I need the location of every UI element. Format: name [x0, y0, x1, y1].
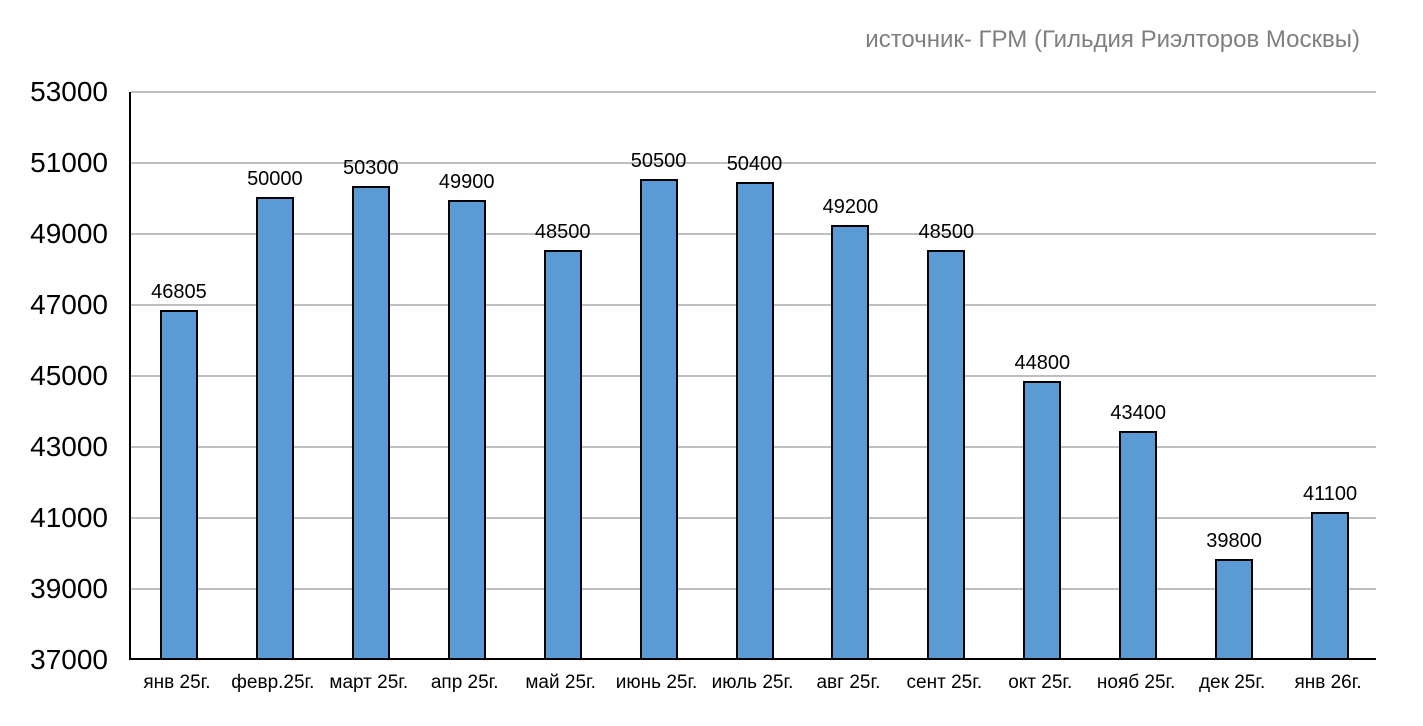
plot-area: 46805 50000 50300 49900 48500 50500 50400 49200…: [129, 91, 1376, 660]
bar: [735, 182, 774, 658]
gridline: [131, 91, 1376, 93]
x-tick-label: нояб 25г.: [1096, 672, 1176, 693]
bar: [255, 196, 294, 658]
bar-value-label: 50500: [630, 149, 687, 172]
bar-value-label: 46805: [151, 280, 207, 303]
x-tick-label: янв 26г.: [1294, 672, 1362, 693]
bar: [351, 185, 390, 658]
bar: [1119, 430, 1158, 658]
bar-value-label: 50400: [726, 153, 783, 176]
x-tick-label: март 25г.: [329, 672, 409, 693]
x-tick-label: июль 25г.: [711, 672, 794, 693]
y-tick-label: 51000: [30, 147, 108, 178]
x-tick-label: февр.25г.: [231, 672, 315, 693]
bar: [543, 249, 582, 658]
y-tick-label: 39000: [30, 573, 108, 604]
bar-value-label: 50000: [247, 167, 303, 190]
bar-value-label: 49900: [438, 171, 495, 194]
x-tick-label: янв 25г.: [143, 672, 211, 693]
x-tick-label: апр 25г.: [430, 672, 499, 693]
y-tick-label: 37000: [30, 644, 108, 675]
bar-value-label: 50300: [342, 156, 399, 179]
y-tick-label: 47000: [30, 289, 108, 320]
bar: [1215, 558, 1254, 658]
bar-value-label: 48500: [918, 220, 975, 243]
bar: [447, 200, 486, 658]
y-tick-label: 49000: [30, 218, 108, 249]
bar: [1023, 381, 1062, 658]
bar-value-label: 43400: [1110, 401, 1166, 424]
bar-value-label: 44800: [1014, 352, 1071, 375]
bar: [1311, 512, 1350, 658]
bar-value-label: 49200: [822, 195, 879, 218]
x-tick-label: июнь 25г.: [615, 672, 698, 693]
y-tick-label: 53000: [30, 76, 108, 107]
bar: [639, 178, 678, 658]
bar: [831, 224, 870, 658]
gridline: [131, 162, 1376, 164]
y-tick-label: 43000: [30, 431, 108, 462]
x-tick-label: авг 25г.: [816, 672, 881, 693]
x-tick-label: май 25г.: [525, 672, 596, 693]
bar: [927, 249, 966, 658]
x-tick-label: окт 25г.: [1008, 672, 1073, 693]
bar: [159, 309, 198, 658]
bar-value-label: 41100: [1302, 483, 1358, 506]
y-tick-label: 41000: [30, 502, 108, 533]
x-tick-label: дек 25г.: [1198, 672, 1266, 693]
bar-value-label: 39800: [1206, 529, 1262, 552]
x-tick-label: сент 25г.: [906, 672, 983, 693]
y-tick-label: 45000: [30, 360, 108, 391]
chart-source-title: источник- ГРМ (Гильдия Риэлторов Москвы): [865, 26, 1360, 53]
bar-value-label: 48500: [534, 220, 591, 243]
